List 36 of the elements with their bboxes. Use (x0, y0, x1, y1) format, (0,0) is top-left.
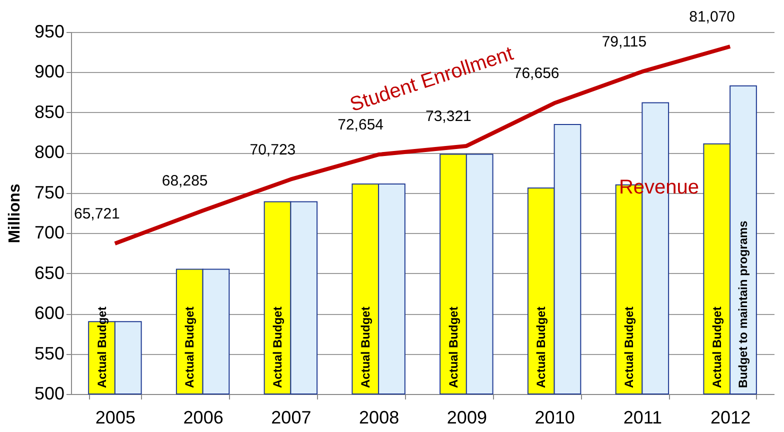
x-tick-label: 2009 (446, 408, 487, 428)
x-tick-label: 2011 (623, 408, 662, 428)
text: Actual Budget (534, 306, 548, 388)
text: Actual Budget (622, 306, 636, 388)
data-label: 76,656 (513, 65, 560, 82)
text: Actual Budget (446, 306, 460, 388)
text: Actual Budget (358, 306, 372, 388)
x-tick-label: 2005 (95, 408, 136, 428)
data-label: 73,321 (425, 108, 472, 125)
data-label: 70,723 (250, 141, 296, 158)
data-label: 68,285 (162, 172, 208, 190)
x-tick-label: 2010 (534, 408, 575, 428)
x-tick-label: 2008 (359, 408, 400, 428)
y-tick-label: 850 (34, 102, 64, 122)
y-axis-title: Millions (6, 184, 24, 244)
series-label: Budget to maintain programs (736, 220, 750, 388)
x-tick-label: 2007 (271, 408, 312, 428)
y-tick-label: 550 (34, 343, 64, 364)
y-tick-label: 800 (34, 142, 64, 162)
x-tick-label: 2006 (183, 408, 224, 428)
data-label: 81,070 (689, 8, 736, 26)
data-label: 79,115 (602, 34, 647, 51)
text: Actual Budget (182, 306, 197, 388)
data-label: 65,721 (74, 206, 120, 223)
series-label: Actual Budget (94, 306, 109, 388)
y-tick-label: 900 (34, 62, 64, 82)
y-tick-label: 750 (34, 182, 64, 202)
y-tick-label: 600 (34, 303, 64, 324)
text: Actual Budget (270, 306, 285, 388)
y-tick-label: 700 (34, 222, 64, 243)
x-tick-label: 2012 (710, 408, 751, 428)
y-tick-label: 950 (34, 22, 64, 42)
text: Actual Budget (710, 306, 724, 388)
y-tick-label: 650 (34, 262, 64, 283)
data-label: 72,654 (338, 116, 384, 134)
y-tick-label: 500 (34, 384, 64, 404)
